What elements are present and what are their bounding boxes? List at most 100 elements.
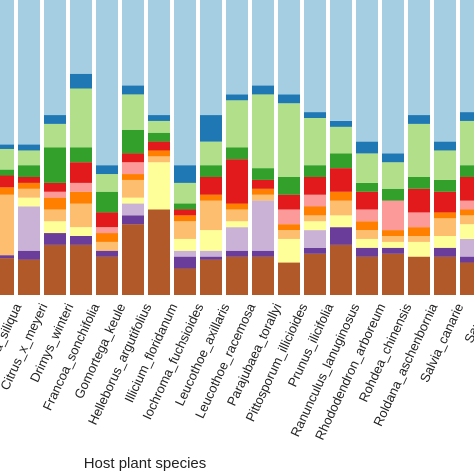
bar-segment (382, 236, 404, 242)
bar-segment (278, 103, 300, 177)
bar-segment (70, 88, 92, 148)
bar-segment (44, 115, 66, 124)
bar-segment (44, 191, 66, 198)
bar-segment (330, 191, 352, 201)
bar-segment (304, 118, 326, 166)
bar-segment (408, 256, 430, 295)
bar-segment (174, 165, 196, 183)
bar-segment (200, 177, 222, 195)
bar-segment (278, 209, 300, 225)
bar-segment (200, 250, 222, 257)
bar-segment (96, 233, 118, 242)
bar-segment (44, 0, 66, 116)
bar-segment (408, 177, 430, 189)
bar-segment (382, 253, 404, 295)
bar-segment (408, 0, 430, 116)
bar-segment (96, 212, 118, 228)
bar-segment (70, 236, 92, 245)
bar-segment (18, 150, 40, 166)
bar-segment (304, 230, 326, 248)
bar-segment (96, 241, 118, 251)
bar-segment (148, 132, 170, 142)
bar-segment (278, 177, 300, 195)
bar-segment (70, 162, 92, 183)
bar-segment (122, 174, 144, 180)
bar-segment (226, 159, 248, 204)
bar-segment (122, 215, 144, 225)
bar-segment (226, 221, 248, 228)
bar-segment (460, 238, 474, 257)
bar-segment (226, 0, 248, 95)
bar-segment (252, 94, 274, 169)
bar-segment (122, 179, 144, 198)
bar-segment (434, 247, 456, 257)
bar-segment (44, 197, 66, 210)
bar-segment (434, 212, 456, 219)
bar-segment (408, 236, 430, 242)
bar-segment (460, 165, 474, 177)
bar-segment (460, 256, 474, 263)
bar-segment (174, 182, 196, 204)
bar-segment (460, 262, 474, 295)
bar-segment (0, 169, 14, 176)
bar-segment (0, 148, 14, 170)
bar-segment (304, 165, 326, 177)
bar-segment (148, 115, 170, 121)
bar-segment (96, 250, 118, 257)
bar-segment (460, 112, 474, 121)
bar-segment (408, 241, 430, 257)
bar-segment (252, 200, 274, 251)
bar-segment (460, 215, 474, 225)
bar-segment (148, 120, 170, 133)
bar-segment (278, 262, 300, 295)
bar-segment (278, 94, 300, 104)
bar-segment (408, 188, 430, 213)
bar-segment (174, 256, 196, 269)
bar-segment (226, 209, 248, 222)
bar-segment (434, 256, 456, 295)
bar-segment (70, 0, 92, 74)
bar-segment (148, 162, 170, 210)
bar-segment (96, 191, 118, 213)
bar-segment (44, 147, 66, 183)
bar-segment (200, 165, 222, 177)
bar-segment (330, 120, 352, 127)
bar-segment (174, 250, 196, 257)
bar-segment (200, 0, 222, 116)
bar-segment (356, 238, 378, 248)
bar-segment (200, 141, 222, 166)
bar-segment (44, 233, 66, 245)
bar-segment (304, 215, 326, 222)
bar-segment (330, 227, 352, 245)
bar-segment (278, 0, 300, 95)
bar-segment (304, 253, 326, 295)
bar-segment (44, 182, 66, 192)
bar-segment (18, 206, 40, 251)
bar-segment (174, 0, 196, 166)
bar-segment (122, 0, 144, 86)
bar-segment (278, 230, 300, 239)
bar-segment (304, 221, 326, 231)
bar-segment (18, 0, 40, 145)
bar-segment (252, 188, 274, 195)
x-axis-title: Host plant species (84, 455, 207, 472)
bar-segment (226, 147, 248, 160)
bar-segment (44, 209, 66, 222)
bar-segment (382, 241, 404, 248)
bar-segment (226, 203, 248, 210)
bar-segment (434, 191, 456, 213)
bar-segment (200, 200, 222, 231)
bar-segment (408, 123, 430, 177)
bar-segment (356, 247, 378, 257)
bar-segment (0, 0, 14, 145)
bar-segment (96, 174, 118, 192)
bar-segment (96, 0, 118, 166)
bar-segment (226, 100, 248, 148)
bar-segment (304, 0, 326, 113)
bar-segment (148, 150, 170, 157)
bar-segment (148, 156, 170, 163)
bar-segment (460, 120, 474, 166)
bar-segment (304, 206, 326, 216)
bar-segment (200, 115, 222, 142)
